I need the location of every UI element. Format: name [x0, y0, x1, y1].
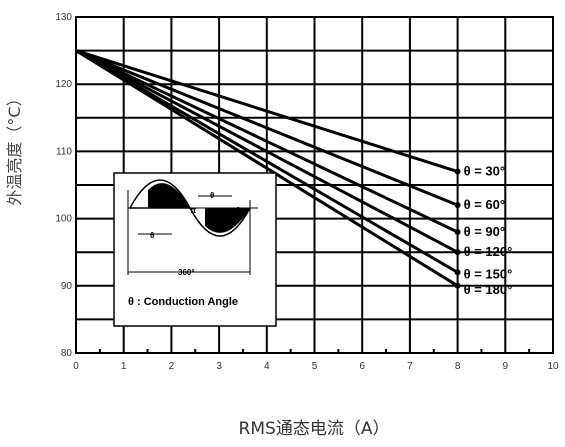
x-tick-label: 8 — [455, 361, 461, 372]
series-lines — [75, 49, 461, 289]
series-line — [75, 49, 459, 173]
series-endpoint — [454, 168, 461, 175]
x-tick-label: 9 — [503, 361, 509, 372]
series-label: θ = 90° — [464, 224, 506, 239]
x-tick-label: 2 — [169, 361, 175, 372]
series-endpoint — [454, 269, 461, 276]
series-label: θ = 60° — [464, 197, 506, 212]
x-axis-label: RMS通态电流（A） — [239, 419, 390, 439]
inset-negative-conduction — [205, 208, 250, 233]
y-axis: 80 90 100 110 120 130 — [55, 12, 72, 359]
x-tick-label: 4 — [264, 361, 270, 372]
x-tick-label: 3 — [216, 361, 222, 372]
conduction-angle-inset: θ θ π 2π 360° θ : Conduction Angle — [113, 172, 277, 327]
x-tick-label: 0 — [73, 361, 79, 372]
inset-theta-label-2: θ — [210, 191, 214, 200]
y-axis-label: 外温亮度（°C） — [5, 90, 24, 205]
y-tick-label: 100 — [55, 214, 72, 225]
series-label: θ = 120° — [464, 244, 513, 259]
series-line — [75, 49, 459, 274]
series-line — [75, 49, 459, 254]
y-tick-label: 130 — [55, 12, 72, 23]
x-tick-label: 10 — [547, 361, 559, 372]
inset-2pi-label: 2π — [236, 206, 247, 215]
inset-period-label: 360° — [178, 268, 195, 277]
inset-positive-conduction — [148, 183, 190, 208]
series-label: θ = 30° — [464, 164, 506, 179]
series-line — [75, 49, 459, 288]
series-line — [75, 49, 459, 234]
series-line — [75, 49, 459, 207]
inset-positive-halfwave — [128, 179, 192, 209]
inset-theta-label-1: θ — [150, 231, 154, 240]
y-tick-label: 110 — [56, 146, 72, 157]
inset-pi-label: π — [190, 206, 196, 215]
y-tick-label: 120 — [55, 79, 72, 90]
y-tick-label: 90 — [61, 281, 73, 292]
series-endpoint — [454, 249, 461, 256]
inset-negative-halfwave — [189, 207, 251, 237]
inset-frame — [113, 172, 277, 327]
x-tick-label: 7 — [407, 361, 413, 372]
series-endpoint — [454, 202, 461, 209]
x-axis: 0 1 2 3 4 5 6 7 8 9 10 — [73, 361, 559, 372]
y-tick-label: 80 — [61, 348, 73, 359]
series-label: θ = 180° — [464, 282, 513, 297]
x-tick-label: 1 — [121, 361, 127, 372]
series-endpoint — [454, 229, 461, 236]
series-endpoint — [454, 282, 461, 289]
series-labels: θ = 30° θ = 60° θ = 90° θ = 120° θ = 150°θ =… — [464, 164, 513, 297]
series-label: θ = 150° — [464, 266, 513, 281]
inset-caption: θ : Conduction Angle — [128, 296, 238, 308]
x-tick-label: 5 — [312, 361, 318, 372]
x-tick-label: 6 — [359, 361, 365, 372]
